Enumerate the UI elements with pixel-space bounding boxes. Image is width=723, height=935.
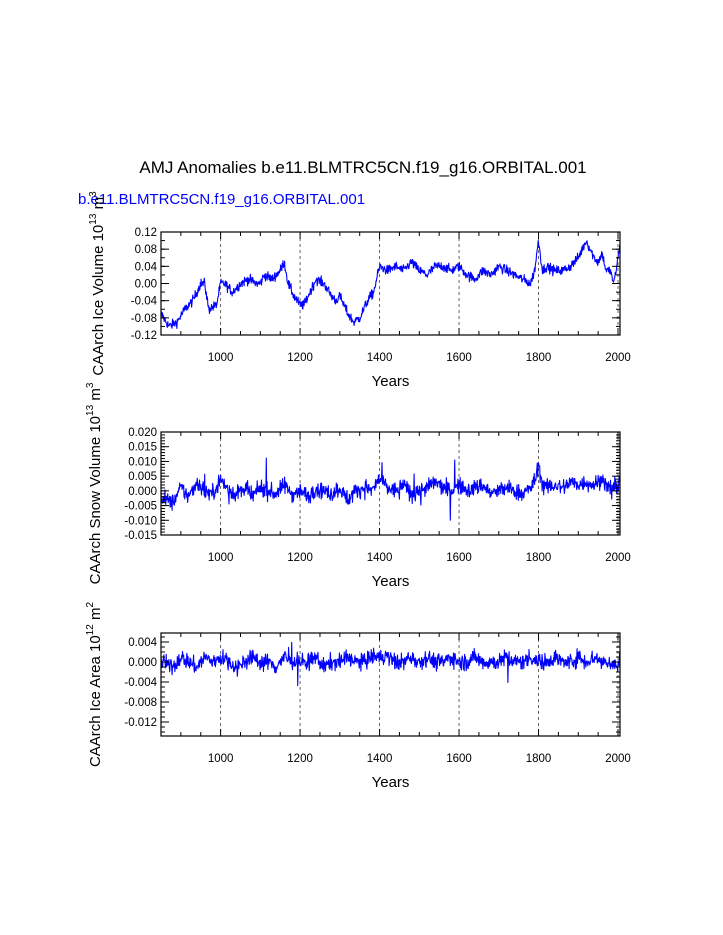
- y-tick-label: -0.12: [131, 330, 157, 342]
- y-label-superscript: 12: [85, 624, 96, 636]
- plot-frame: [160, 431, 621, 536]
- x-axis-label: Years: [372, 774, 410, 791]
- y-label-superscript: 2: [85, 602, 96, 608]
- y-tick-label: 0.005: [128, 471, 157, 483]
- panel-ice-volume: -0.12 -0.08 -0.04 0.00 0.04 0.08 0.12 1000 1200 1…: [88, 191, 631, 390]
- y-label-text: CAArch Snow Volume 10: [87, 416, 104, 584]
- y-tick-label: 0.020: [128, 427, 157, 439]
- panel-snow-volume: -0.015 -0.010 -0.005 0.000 0.005 0.010 0.015 0.…: [85, 382, 631, 590]
- y-tick-label: -0.008: [124, 697, 157, 709]
- x-tick-label: 1200: [287, 352, 313, 364]
- x-tick-label: 1800: [526, 753, 552, 765]
- y-tick-label: 0.000: [128, 657, 157, 669]
- plot-frame: [160, 632, 621, 737]
- y-label-superscript: 13: [85, 404, 96, 416]
- series-line: [161, 641, 620, 687]
- y-tick-label: 0.00: [135, 279, 157, 291]
- y-axis-label: CAArch Ice Volume 1013 m3: [88, 191, 107, 376]
- y-tick-label: -0.010: [124, 515, 157, 527]
- figure-subtitle: b.e11.BLMTRC5CN.f19_g16.ORBITAL.001: [78, 191, 365, 208]
- panel-ice-area: -0.012 -0.008 -0.004 0.000 0.004 1000 1200 1400…: [85, 602, 631, 791]
- x-tick-label: 1000: [208, 753, 234, 765]
- y-label-superscript: 13: [88, 213, 99, 225]
- y-label-superscript: 3: [85, 382, 96, 388]
- x-tick-label: 1000: [208, 552, 234, 564]
- y-tick-label: 0.004: [128, 637, 157, 649]
- x-tick-label: 1400: [367, 552, 393, 564]
- y-tick-label: 0.04: [135, 261, 158, 273]
- y-label-text: m: [87, 608, 104, 625]
- y-label-text: CAArch Ice Area 10: [87, 635, 104, 767]
- y-tick-label: 0.08: [135, 244, 157, 256]
- y-tick-label: -0.04: [131, 296, 158, 308]
- y-label-superscript: 3: [88, 191, 99, 197]
- figure-title: AMJ Anomalies b.e11.BLMTRC5CN.f19_g16.OR…: [139, 158, 586, 177]
- y-label-text: m: [90, 197, 107, 214]
- x-tick-label: 2000: [605, 352, 631, 364]
- y-tick-label: -0.012: [124, 717, 157, 729]
- y-tick-label: 0.12: [135, 227, 157, 239]
- y-tick-label: 0.000: [128, 486, 157, 498]
- series-line: [161, 457, 620, 521]
- x-axis-label: Years: [372, 373, 410, 390]
- y-tick-label: 0.010: [128, 456, 157, 468]
- x-tick-label: 1800: [526, 352, 552, 364]
- y-tick-label: -0.004: [124, 677, 157, 689]
- x-tick-label: 1200: [287, 753, 313, 765]
- y-tick-label: -0.005: [124, 501, 157, 513]
- y-label-text: CAArch Ice Volume 10: [90, 225, 107, 376]
- x-tick-label: 1000: [208, 352, 234, 364]
- x-tick-label: 2000: [605, 552, 631, 564]
- y-tick-label: -0.015: [124, 530, 157, 542]
- x-tick-label: 1800: [526, 552, 552, 564]
- plot-frame: [160, 231, 621, 336]
- y-axis-label: CAArch Snow Volume 1013 m3: [85, 382, 104, 584]
- y-label-text: m: [87, 388, 104, 405]
- x-tick-label: 1600: [446, 753, 472, 765]
- panels: -0.12 -0.08 -0.04 0.00 0.04 0.08 0.12 1000 1200 1…: [85, 191, 631, 791]
- x-tick-label: 1200: [287, 552, 313, 564]
- x-tick-label: 1400: [367, 352, 393, 364]
- y-axis-label: CAArch Ice Area 1012 m2: [85, 602, 104, 768]
- x-axis-label: Years: [372, 573, 410, 590]
- y-tick-label: 0.015: [128, 442, 157, 454]
- x-tick-label: 1600: [446, 552, 472, 564]
- x-tick-label: 2000: [605, 753, 631, 765]
- y-tick-label: -0.08: [131, 313, 157, 325]
- x-tick-label: 1400: [367, 753, 393, 765]
- series-line: [161, 240, 620, 330]
- x-tick-label: 1600: [446, 352, 472, 364]
